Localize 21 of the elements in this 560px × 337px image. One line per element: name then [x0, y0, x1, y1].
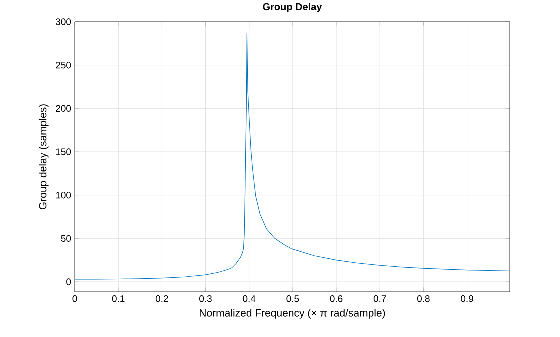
x-axis-title: Normalized Frequency (× π rad/sample): [200, 309, 386, 319]
y-tick-label: 150: [56, 148, 72, 156]
y-tick-label: 50: [61, 235, 72, 242]
x-tick-label: 0.2: [156, 296, 168, 302]
y-tick-label: 200: [56, 105, 72, 112]
y-tick-label: 250: [56, 62, 72, 69]
x-tick-label: 0.5: [286, 296, 300, 302]
y-tick-label: 300: [56, 18, 72, 26]
line-series: [75, 32, 510, 280]
y-tick-label: 0: [66, 278, 72, 286]
y-axis-title: Group delay (samples): [38, 104, 49, 210]
x-tick-label: 0.4: [243, 296, 256, 302]
y-tick-label: 100: [56, 192, 72, 199]
x-tick-label: 0.6: [330, 296, 343, 302]
x-tick-label: 0.8: [417, 296, 430, 302]
x-tick-label: 0.7: [374, 296, 386, 302]
x-tick-label: 0.9: [461, 296, 474, 302]
x-tick-label: 0: [72, 296, 78, 302]
chart-title: Group Delay: [263, 3, 322, 12]
x-tick-label: 0.1: [112, 296, 125, 302]
x-tick-label: 0.3: [200, 296, 212, 302]
